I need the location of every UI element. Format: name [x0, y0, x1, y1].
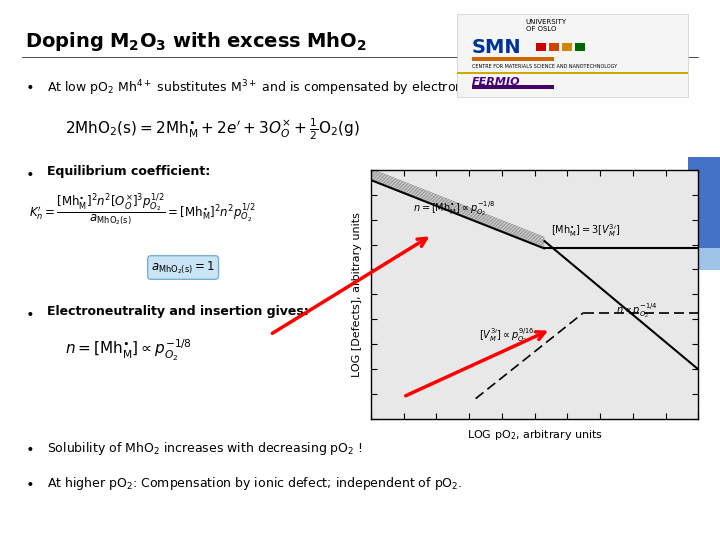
- Text: $\bullet$: $\bullet$: [25, 475, 34, 489]
- Text: $\bullet$: $\bullet$: [25, 305, 34, 319]
- Text: $[\mathrm{Mh_M^{\bullet}}] = 3[V_M^{3\prime}]$: $[\mathrm{Mh_M^{\bullet}}] = 3[V_M^{3\pr…: [551, 222, 621, 239]
- Text: Equilibrium coefficient:: Equilibrium coefficient:: [47, 165, 210, 178]
- Text: $2\mathrm{MhO_2(s)} = 2\mathrm{Mh_M^{\bullet}} + 2e^{\prime} + 3O_O^{\times} + \: $2\mathrm{MhO_2(s)} = 2\mathrm{Mh_M^{\bu…: [65, 116, 359, 141]
- Bar: [688, 248, 720, 270]
- Bar: [536, 43, 546, 51]
- Text: $\bullet$: $\bullet$: [25, 165, 34, 179]
- Bar: [688, 157, 720, 248]
- Text: CENTRE FOR MATERIALS SCIENCE AND NANOTECHNOLOGY: CENTRE FOR MATERIALS SCIENCE AND NANOTEC…: [472, 64, 617, 69]
- X-axis label: LOG $\mathrm{pO_2}$, arbitrary units: LOG $\mathrm{pO_2}$, arbitrary units: [467, 428, 603, 442]
- Bar: [472, 57, 554, 61]
- Text: Electroneutrality and insertion gives:: Electroneutrality and insertion gives:: [47, 305, 309, 318]
- Text: At low $\mathrm{pO_2}$ $\mathrm{Mh^{4+}}$ substitutes $\mathrm{M^{3+}}$ and is c: At low $\mathrm{pO_2}$ $\mathrm{Mh^{4+}}…: [47, 78, 474, 98]
- Text: $\bullet$: $\bullet$: [25, 78, 34, 92]
- Text: $\bullet$: $\bullet$: [25, 440, 34, 454]
- Text: FERMIO: FERMIO: [472, 77, 521, 87]
- Bar: [472, 85, 554, 89]
- Text: $\mathbf{Doping\ M_2O_3\ with\ excess\ MhO_2}$: $\mathbf{Doping\ M_2O_3\ with\ excess\ M…: [25, 30, 367, 53]
- Text: $a_{\mathrm{MhO_2(s)}} = 1$: $a_{\mathrm{MhO_2(s)}} = 1$: [151, 259, 215, 276]
- Bar: [562, 43, 572, 51]
- Bar: [457, 72, 688, 74]
- Text: $n = [\mathrm{Mh_M^{\bullet}}] \propto p_{O_2}^{-1/8}$: $n = [\mathrm{Mh_M^{\bullet}}] \propto p…: [65, 338, 192, 363]
- Text: $[V_M^{3\prime}] \propto p_{O_2}^{9/16}$: $[V_M^{3\prime}] \propto p_{O_2}^{9/16}$: [479, 327, 535, 345]
- Text: $K_n^{\prime} = \dfrac{[\mathrm{Mh_M^{\bullet}}]^2 n^2 [O_O^{\times}]^3 p_{O_2}^: $K_n^{\prime} = \dfrac{[\mathrm{Mh_M^{\b…: [29, 192, 256, 228]
- Text: Solubility of $\mathrm{MhO_2}$ increases with decreasing $\mathrm{pO_2}$ !: Solubility of $\mathrm{MhO_2}$ increases…: [47, 440, 363, 457]
- Text: SMN: SMN: [472, 38, 521, 57]
- Bar: [549, 43, 559, 51]
- Text: UNIVERSITY
OF OSLO: UNIVERSITY OF OSLO: [526, 19, 567, 32]
- Text: At higher $\mathrm{pO_2}$: Compensation by ionic defect; independent of $\mathrm: At higher $\mathrm{pO_2}$: Compensation …: [47, 475, 462, 492]
- Text: $n = [\mathrm{Mh_M^{\bullet}}] \propto p_{O_2}^{-1/8}$: $n = [\mathrm{Mh_M^{\bullet}}] \propto p…: [413, 200, 495, 218]
- Y-axis label: LOG [Defects], arbitrary units: LOG [Defects], arbitrary units: [352, 212, 361, 377]
- Text: $n \propto p_{O_2}^{-1/4}$: $n \propto p_{O_2}^{-1/4}$: [616, 302, 659, 320]
- FancyBboxPatch shape: [457, 14, 688, 97]
- Bar: [575, 43, 585, 51]
